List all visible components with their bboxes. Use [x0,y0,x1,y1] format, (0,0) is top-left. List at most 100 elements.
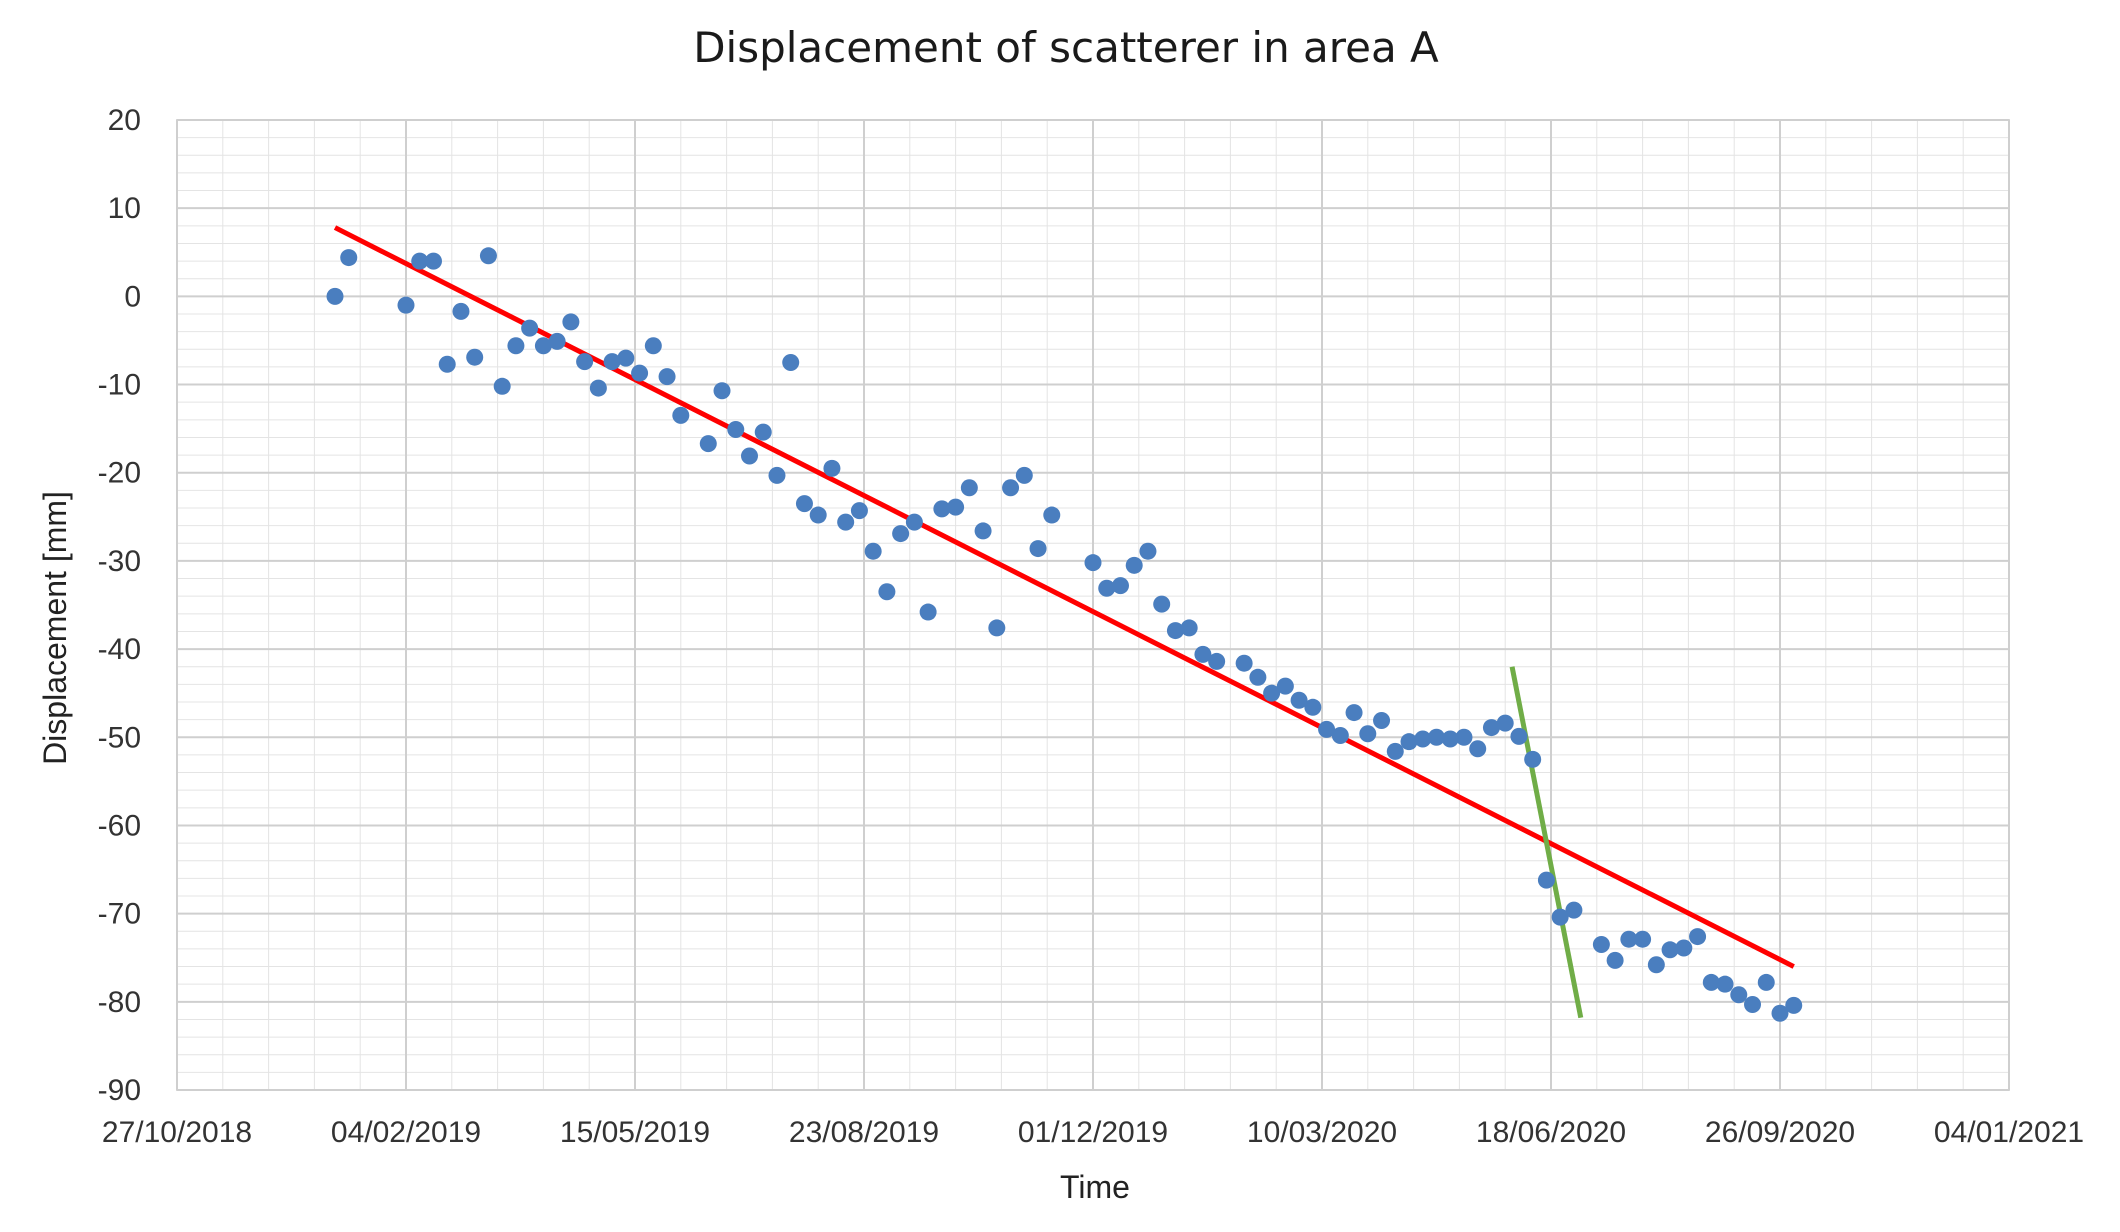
data-point [1043,506,1061,524]
data-point [782,354,800,371]
data-point [960,479,978,497]
data-point [1592,936,1610,953]
data-point [1386,742,1404,760]
data-point [1153,595,1171,613]
data-point [1084,554,1102,572]
data-point [1029,540,1047,558]
x-axis-label: Time [1060,1169,1130,1205]
data-point [727,421,745,439]
data-point [1166,622,1184,640]
y-tick-label: 0 [124,280,141,313]
data-point [631,364,649,382]
data-point [1318,720,1336,738]
data-point [1180,619,1198,637]
data-point [850,502,868,520]
data-point [1249,668,1267,686]
data-point [1785,996,1803,1014]
trend-lines [333,225,1795,1019]
x-tick-label: 27/10/2018 [102,1116,252,1149]
data-point [562,313,580,331]
data-point [1015,466,1033,484]
data-point [507,337,525,355]
data-point [1002,479,1020,497]
data-point [1606,951,1624,969]
data-point [1565,901,1583,919]
data-point [1345,704,1363,722]
data-point [1730,986,1748,1004]
data-point [1661,941,1679,959]
data-point [617,349,635,367]
y-tick-label: -80 [98,986,141,1019]
data-point [589,379,607,397]
data-point [947,498,965,516]
data-point [1716,975,1734,993]
x-tick-label: 26/09/2020 [1705,1116,1855,1149]
data-point [1634,930,1652,948]
data-point [438,355,456,373]
grid [176,119,2010,1091]
data-point [452,302,470,320]
x-tick-label: 01/12/2019 [1018,1116,1168,1149]
data-point [699,435,717,453]
data-point [1537,871,1555,889]
y-tick-label: 10 [108,192,141,225]
data-point [1276,677,1294,695]
x-tick-label: 04/01/2021 [1934,1116,2084,1149]
data-point [823,459,841,477]
y-tick-label: -60 [98,809,141,842]
data-point [919,603,937,621]
data-point [493,377,511,395]
data-point [1496,714,1514,732]
data-point [1373,712,1391,730]
data-point [1290,691,1308,709]
data-points [326,247,1803,1022]
data-point [1263,684,1281,702]
data-point [1441,730,1459,748]
x-tick-label: 23/08/2019 [789,1116,939,1149]
data-point [548,332,566,350]
y-tick-label: 20 [108,104,141,137]
data-point [713,382,731,400]
data-point [768,466,786,484]
data-point [809,506,827,524]
y-tick-label: -50 [98,721,141,754]
data-point [754,423,772,441]
data-point [1400,733,1418,751]
data-point [576,353,594,371]
y-tick-label: -10 [98,369,141,402]
trend-line-linear [333,225,1795,969]
data-point [1482,719,1500,737]
data-point [1675,939,1693,957]
data-point [1689,928,1707,946]
data-point [1647,956,1665,974]
y-tick-label: -70 [98,898,141,931]
y-tick-label: -30 [98,545,141,578]
data-point [1702,973,1720,991]
data-point [1510,727,1528,745]
data-point [1331,727,1349,745]
data-point [1304,698,1322,716]
data-point [905,513,923,531]
data-point [974,522,992,540]
y-tick-label: -90 [98,1074,141,1107]
data-point [988,619,1006,637]
data-point [1098,579,1116,597]
data-point [1428,728,1445,746]
data-point [1235,654,1253,672]
data-point [658,368,676,386]
data-point [1194,645,1212,663]
x-tick-label: 04/02/2019 [331,1116,481,1149]
y-axis-label: Displacement [mm] [37,491,73,765]
data-point [1359,725,1377,743]
data-point [741,447,758,465]
data-point [603,353,621,371]
data-point [1757,973,1775,991]
data-point [466,348,484,366]
data-point [1455,728,1473,746]
x-tick-label: 10/03/2020 [1247,1116,1397,1149]
y-tick-label: -40 [98,633,141,666]
data-point [672,406,690,424]
data-point [1208,652,1226,670]
data-point [878,583,896,601]
